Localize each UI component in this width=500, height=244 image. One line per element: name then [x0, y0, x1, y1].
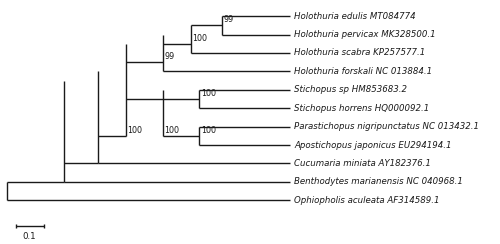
Text: Stichopus horrens HQ000092.1: Stichopus horrens HQ000092.1	[294, 104, 430, 113]
Text: Parastichopus nigripunctatus NC 013432.1: Parastichopus nigripunctatus NC 013432.1	[294, 122, 480, 131]
Text: Holothuria scabra KP257577.1: Holothuria scabra KP257577.1	[294, 49, 426, 58]
Text: 100: 100	[201, 126, 216, 135]
Text: Cucumaria miniata AY182376.1: Cucumaria miniata AY182376.1	[294, 159, 431, 168]
Text: 100: 100	[201, 89, 216, 98]
Text: Holothuria forskali NC 013884.1: Holothuria forskali NC 013884.1	[294, 67, 432, 76]
Text: 0.1: 0.1	[23, 232, 36, 241]
Text: 100: 100	[192, 34, 208, 43]
Text: Stichopus sp HM853683.2: Stichopus sp HM853683.2	[294, 85, 408, 94]
Text: Benthodytes marianensis NC 040968.1: Benthodytes marianensis NC 040968.1	[294, 177, 463, 186]
Text: 99: 99	[224, 15, 234, 24]
Text: Ophiopholis aculeata AF314589.1: Ophiopholis aculeata AF314589.1	[294, 196, 440, 205]
Text: Holothuria edulis MT084774: Holothuria edulis MT084774	[294, 12, 416, 21]
Text: 100: 100	[164, 126, 179, 135]
Text: Apostichopus japonicus EU294194.1: Apostichopus japonicus EU294194.1	[294, 141, 452, 150]
Text: 100: 100	[128, 126, 142, 135]
Text: 99: 99	[164, 52, 174, 61]
Text: Holothuria pervicax MK328500.1: Holothuria pervicax MK328500.1	[294, 30, 436, 39]
